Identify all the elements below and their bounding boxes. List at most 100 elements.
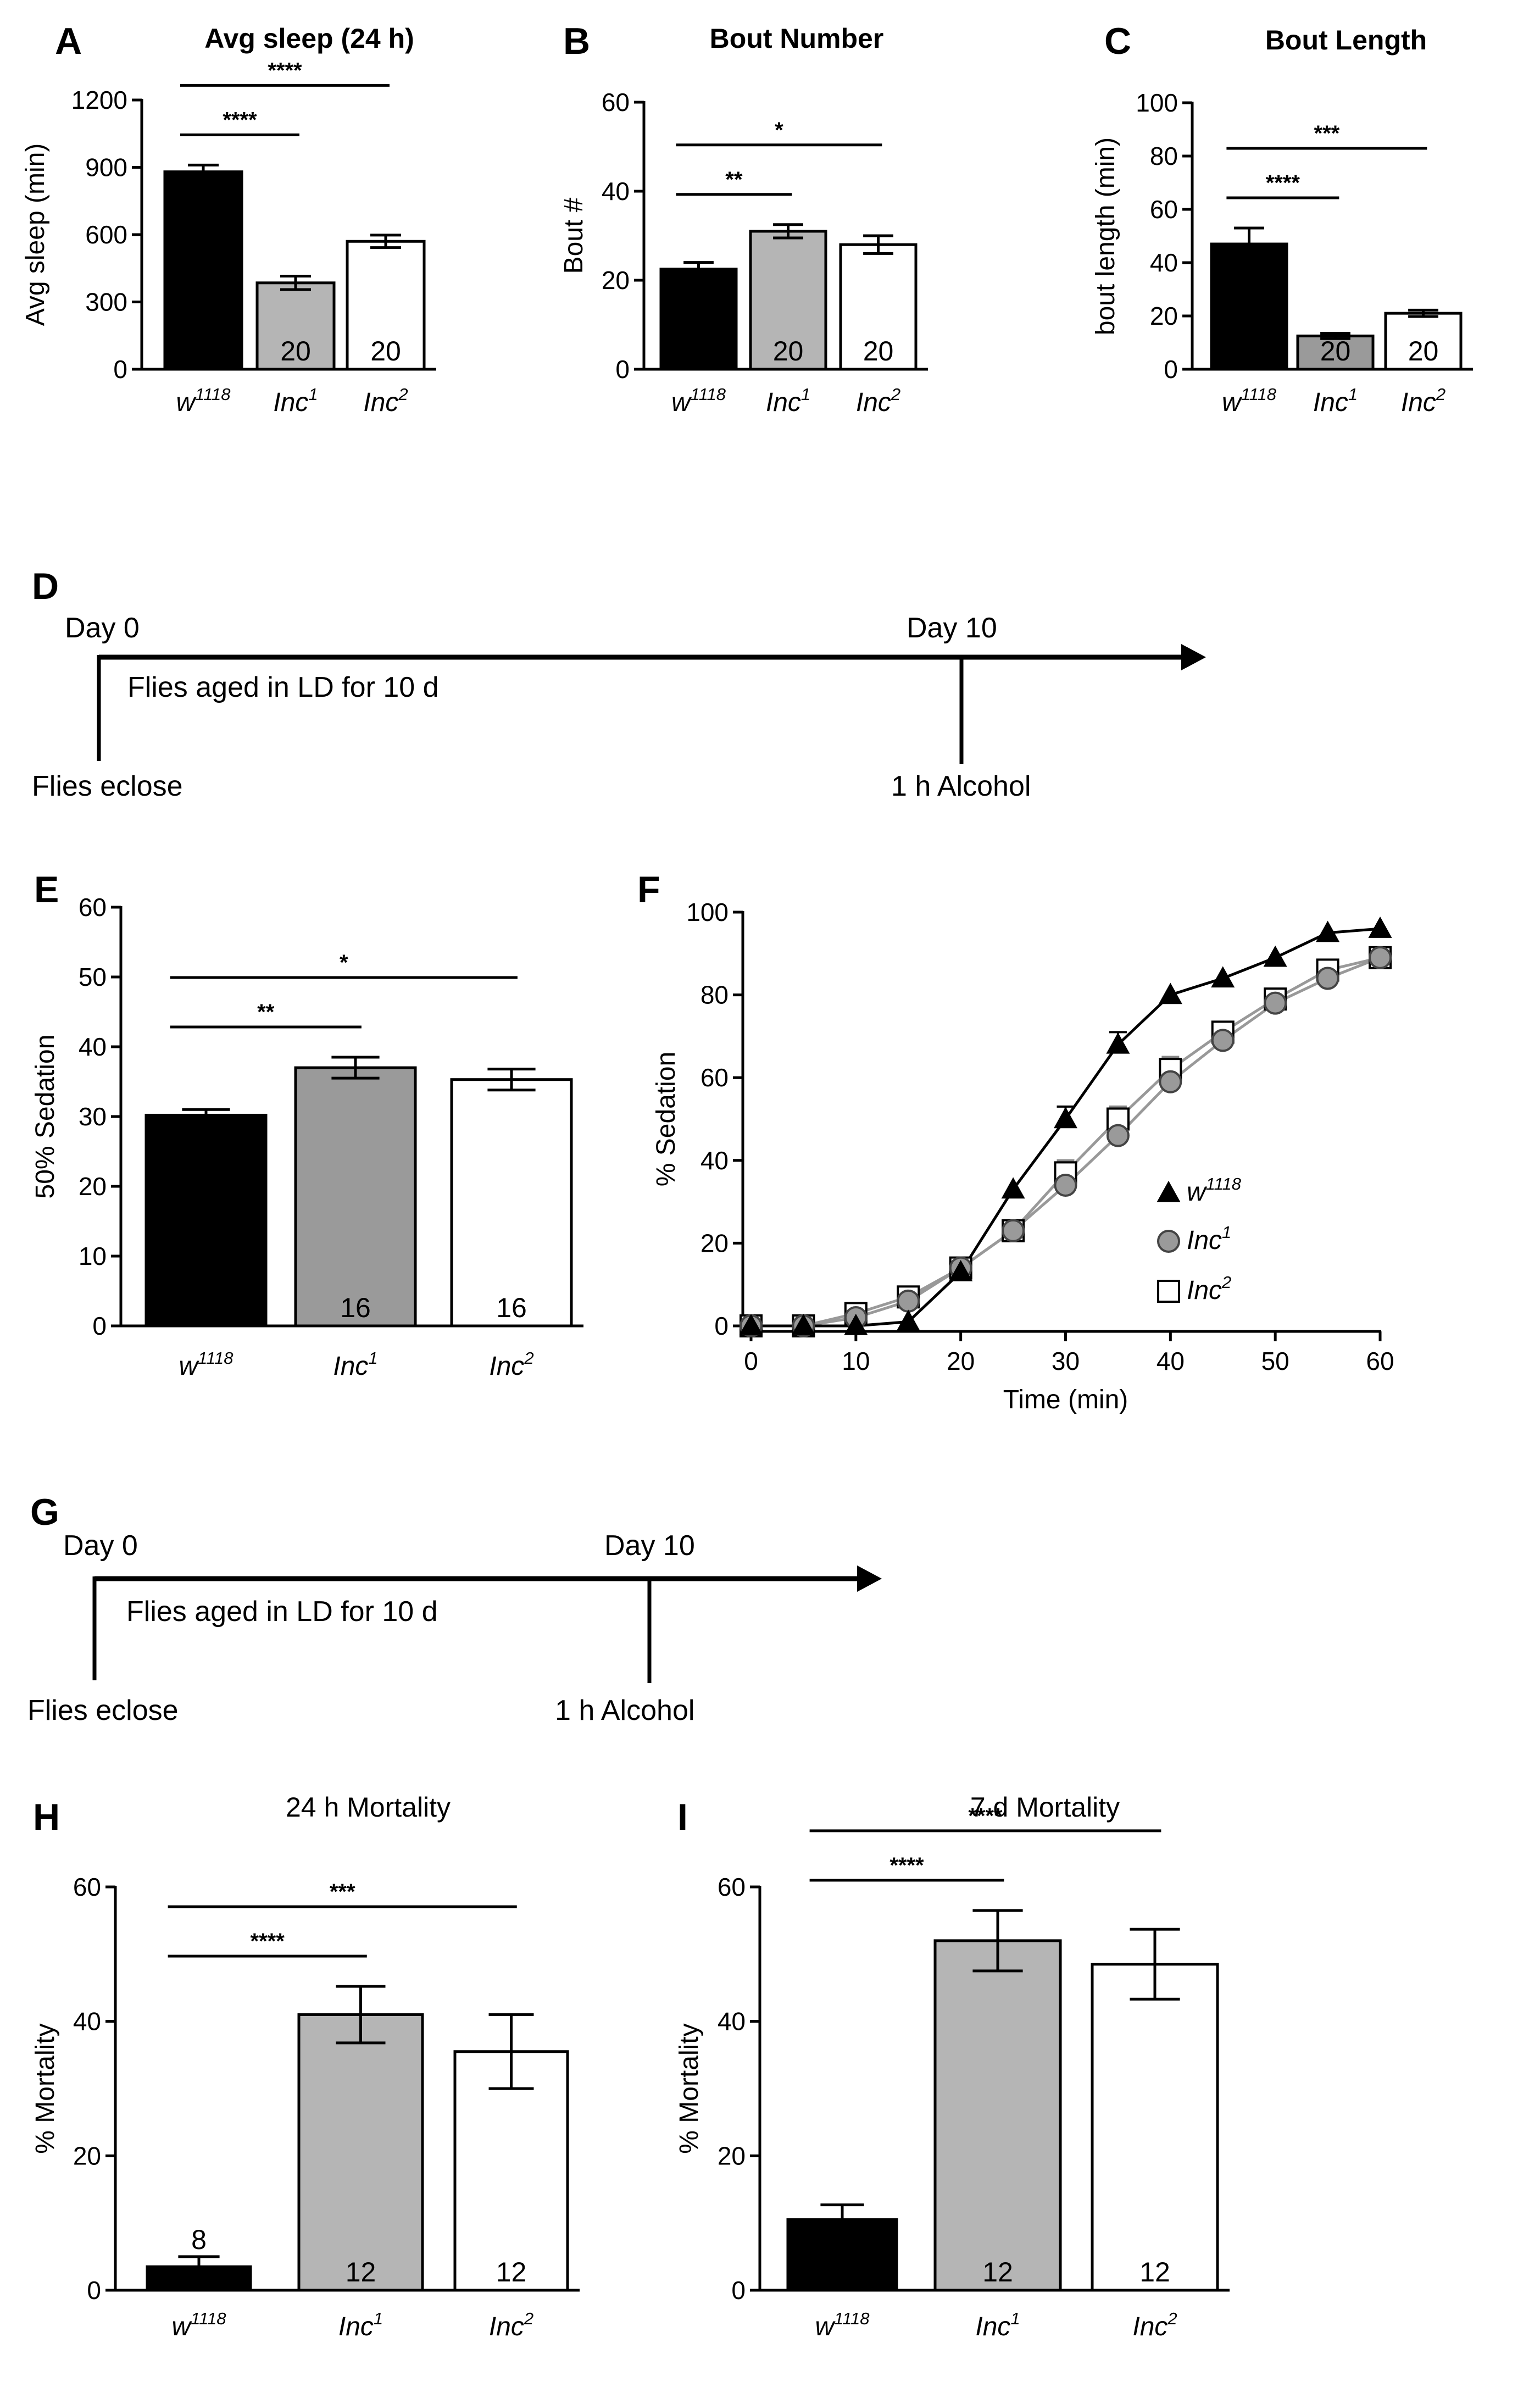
legend-marker [1157, 1230, 1180, 1253]
bar [933, 1939, 1062, 2292]
y-tick-label: 0 [87, 2276, 101, 2305]
y-tick-label: 0 [1164, 355, 1178, 384]
y-tick-label: 0 [615, 355, 630, 384]
x-tick-label: 10 [842, 1347, 870, 1375]
panel-label-e: E [34, 869, 59, 910]
chart-title-b: Bout Number [710, 23, 884, 54]
timeline-end-label: Day 10 [907, 612, 997, 644]
data-point [1264, 991, 1287, 1015]
x-tick-label: Inc2 [856, 385, 900, 417]
y-tick-label: 20 [602, 266, 630, 295]
data-point [1368, 917, 1392, 938]
y-tick-label: 0 [731, 2276, 746, 2305]
panel-label-d: D [32, 565, 59, 607]
data-point [896, 1309, 920, 1331]
bar [346, 240, 426, 371]
chart-title-a: Avg sleep (24 h) [204, 23, 414, 54]
significance-label: **** [251, 1929, 285, 1953]
significance-label: ** [257, 1000, 275, 1024]
data-point [1211, 1029, 1235, 1052]
timeline-start-event: Flies eclose [27, 1695, 179, 1726]
n-label: 20 [863, 336, 894, 367]
y-tick-label: 60 [700, 1063, 729, 1092]
n-label: 16 [191, 1292, 221, 1323]
bar-chart-bout-length: C Bout Length 0 20 40 60 80 100 bout length (m… [1091, 20, 1473, 417]
x-tick-label: Inc1 [338, 2309, 383, 2341]
data-point [1211, 966, 1235, 988]
data-point [1159, 1070, 1182, 1093]
line-chart-sedation-time: F 0 20 40 60 80 100 0 10 20 30 40 50 60 Time (min) % S… [637, 869, 1394, 1414]
n-label: 8 [191, 2224, 207, 2255]
y-tick-label: 10 [79, 1242, 107, 1270]
timeline-bar-text: Flies aged in LD for 10 d [126, 1596, 438, 1628]
y-axis-label: % Mortality [675, 2023, 704, 2153]
x-tick-label: Inc1 [333, 1348, 377, 1381]
y-tick-label: 60 [1150, 195, 1178, 224]
data-point [1053, 1107, 1078, 1129]
y-tick-label: 40 [73, 2007, 101, 2036]
x-axis-label: Time (min) [1003, 1385, 1128, 1414]
panel-label-h: H [33, 1796, 60, 1838]
y-tick-label: 20 [700, 1229, 729, 1257]
x-tick-label: w1118 [179, 1348, 233, 1381]
y-axis-label: % Sedation [652, 1052, 681, 1187]
timeline-bar-text: Flies aged in LD for 10 d [127, 671, 439, 703]
bar [163, 170, 243, 371]
timeline-start-event: Flies eclose [32, 770, 183, 802]
significance-label: **** [1266, 171, 1300, 195]
data-point [949, 1260, 973, 1281]
timeline-end-label: Day 10 [604, 1530, 695, 1562]
data-point [1316, 920, 1340, 942]
timeline-d: D Day 0 Day 10 Flies aged in LD for 10 d… [32, 565, 1206, 802]
x-tick-label: 60 [1366, 1347, 1394, 1375]
x-tick-label: 50 [1261, 1347, 1289, 1375]
significance-label: **** [223, 108, 257, 132]
data-point [844, 1313, 868, 1335]
chart-title-i: 7 d Mortality [970, 1792, 1120, 1823]
x-tick-label: Inc2 [489, 2309, 533, 2341]
n-label: 16 [340, 1292, 371, 1323]
x-tick-label: w1118 [1222, 385, 1277, 417]
bar [450, 1078, 573, 1328]
bar [1384, 312, 1463, 371]
chart-title-c: Bout Length [1265, 25, 1427, 55]
y-tick-label: 0 [92, 1312, 107, 1340]
x-tick-label: 30 [1052, 1347, 1080, 1375]
data-point [1054, 1173, 1077, 1197]
data-point [1158, 982, 1182, 1004]
y-tick-label: 40 [700, 1146, 729, 1175]
data-point [1001, 1177, 1025, 1199]
y-axis-label: % Mortality [31, 2023, 60, 2153]
y-tick-label: 20 [73, 2141, 101, 2170]
timeline-start-label: Day 0 [63, 1530, 138, 1562]
series-line [751, 956, 1381, 1328]
y-axis-label: Avg sleep (min) [21, 143, 50, 326]
timeline-end-event: 1 h Alcohol [891, 770, 1031, 802]
legend-label: Inc2 [1187, 1273, 1231, 1305]
bar [839, 243, 918, 371]
n-label: 12 [346, 2257, 376, 2287]
bar [297, 2013, 424, 2292]
panel-label-c: C [1104, 20, 1131, 62]
n-label: 20 [1408, 336, 1439, 367]
x-tick-label: w1118 [671, 385, 726, 417]
timeline-g: G Day 0 Day 10 Flies aged in LD for 10 d… [27, 1491, 882, 1726]
y-axis-label: Bout # [559, 197, 588, 274]
x-tick-label: 0 [744, 1347, 758, 1375]
panel-label-g: G [30, 1491, 59, 1533]
y-tick-label: 0 [113, 355, 127, 384]
y-tick-label: 20 [79, 1172, 107, 1201]
x-tick-label: Inc1 [1313, 385, 1358, 417]
significance-label: **** [889, 1853, 924, 1878]
x-tick-label: Inc2 [1401, 385, 1446, 417]
x-tick-label: w1118 [171, 2309, 226, 2341]
y-tick-label: 100 [686, 898, 729, 926]
y-tick-label: 40 [718, 2007, 746, 2036]
y-tick-label: 60 [718, 1873, 746, 1901]
y-tick-label: 40 [1150, 248, 1178, 277]
significance-label: **** [268, 58, 302, 82]
y-tick-label: 1200 [71, 86, 127, 114]
data-point [791, 1313, 815, 1335]
y-tick-label: 20 [718, 2141, 746, 2170]
y-tick-label: 300 [85, 288, 127, 317]
